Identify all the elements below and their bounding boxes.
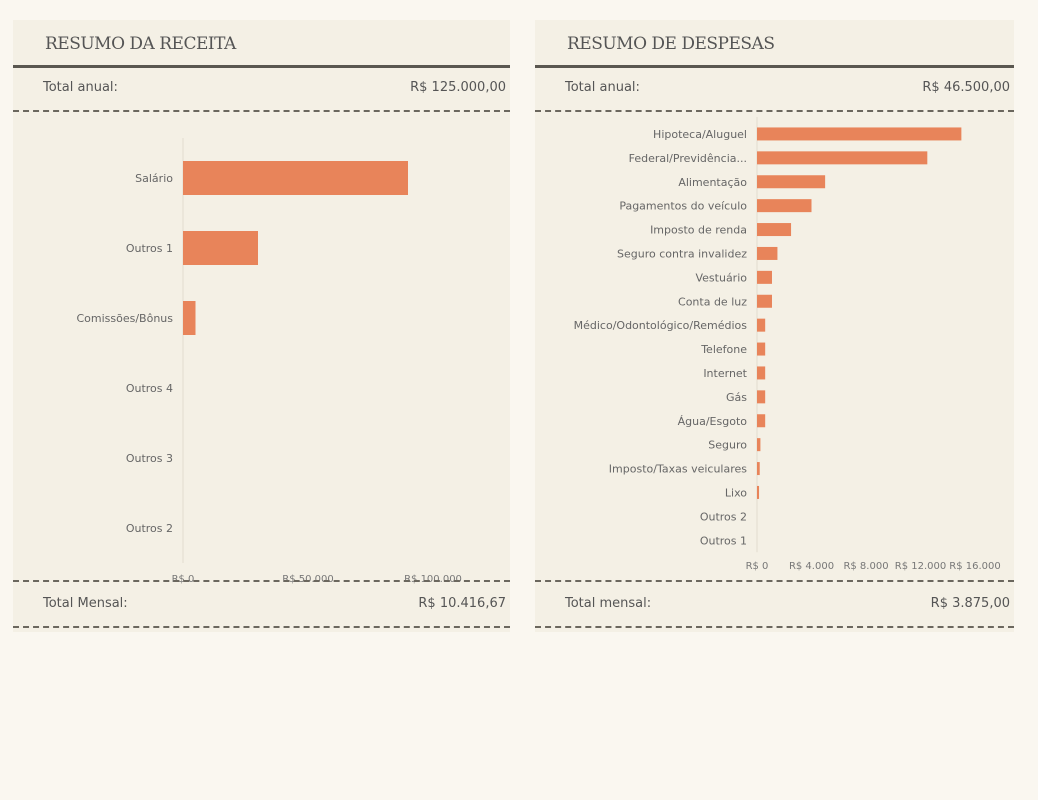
category-label: Água/Esgoto xyxy=(678,415,748,428)
category-label: Vestuário xyxy=(695,271,747,284)
bar xyxy=(757,438,761,452)
category-label: Outros 4 xyxy=(126,382,173,395)
divider xyxy=(535,65,1014,68)
divider xyxy=(535,110,1014,112)
divider xyxy=(13,110,510,112)
expense-title: RESUMO DE DESPESAS xyxy=(567,34,775,54)
category-label: Imposto de renda xyxy=(650,224,747,237)
divider xyxy=(13,65,510,68)
expense-annual-row: Total anual: R$ 46.500,00 xyxy=(565,80,1010,95)
annual-label: Total anual: xyxy=(43,80,118,95)
category-label: Outros 1 xyxy=(700,534,747,547)
tick-label: R$ 4.000 xyxy=(789,561,834,572)
bar xyxy=(757,175,826,189)
bar xyxy=(757,151,928,165)
category-label: Outros 2 xyxy=(700,510,747,523)
monthly-value: R$ 3.875,00 xyxy=(930,596,1010,611)
tick-label: R$ 0 xyxy=(172,574,195,585)
monthly-label: Total Mensal: xyxy=(43,596,128,611)
category-label: Médico/Odontológico/Remédios xyxy=(574,319,748,332)
bar xyxy=(757,414,766,428)
category-label: Comissões/Bônus xyxy=(76,312,173,325)
category-label: Outros 2 xyxy=(126,522,173,535)
bar xyxy=(757,366,766,380)
bar xyxy=(757,294,772,308)
bar xyxy=(757,127,962,141)
category-label: Outros 1 xyxy=(126,242,173,255)
category-label: Telefone xyxy=(700,343,747,356)
tick-label: R$ 16.000 xyxy=(949,561,1000,572)
bar xyxy=(757,462,760,476)
tick-label: R$ 12.000 xyxy=(895,561,946,572)
bar xyxy=(757,270,772,284)
bar xyxy=(183,301,196,335)
category-label: Seguro xyxy=(708,439,747,452)
tick-label: R$ 0 xyxy=(746,561,769,572)
category-label: Seguro contra invalidez xyxy=(617,247,747,260)
income-summary-panel: RESUMO DA RECEITA Total anual: R$ 125.00… xyxy=(13,20,510,632)
category-label: Hipoteca/Aluguel xyxy=(653,128,747,141)
bar xyxy=(757,246,778,260)
income-chart: Salário Outros 1 Comissões/Bônus Outros 4 Ou… xyxy=(76,138,462,585)
bar xyxy=(183,231,258,265)
category-label: Gás xyxy=(726,391,747,404)
category-label: Pagamentos do veículo xyxy=(619,200,747,213)
category-label: Conta de luz xyxy=(678,295,747,308)
bar xyxy=(757,390,766,404)
category-label: Lixo xyxy=(725,486,747,499)
income-monthly-row: Total Mensal: R$ 10.416,67 xyxy=(43,596,506,611)
category-label: Imposto/Taxas veiculares xyxy=(609,463,747,476)
annual-value: R$ 125.000,00 xyxy=(410,80,506,95)
monthly-label: Total mensal: xyxy=(565,596,652,611)
divider xyxy=(13,580,510,582)
bar xyxy=(757,485,760,499)
income-title: RESUMO DA RECEITA xyxy=(45,34,236,54)
expense-summary-panel: RESUMO DE DESPESAS Total anual: R$ 46.50… xyxy=(535,20,1014,632)
bar xyxy=(757,223,792,237)
bar xyxy=(757,342,766,356)
monthly-value: R$ 10.416,67 xyxy=(418,596,506,611)
income-annual-row: Total anual: R$ 125.000,00 xyxy=(43,80,506,95)
category-label: Outros 3 xyxy=(126,452,173,465)
divider xyxy=(535,580,1014,582)
bar xyxy=(183,161,408,195)
expense-chart: Hipoteca/Aluguel Federal/Previdência... Al… xyxy=(574,117,1001,572)
bar xyxy=(757,199,812,213)
category-label: Federal/Previdência... xyxy=(629,152,747,165)
bar xyxy=(757,318,766,332)
divider xyxy=(13,626,510,628)
tick-label: R$ 8.000 xyxy=(843,561,888,572)
tick-label: R$ 100.000 xyxy=(404,574,462,585)
divider xyxy=(535,626,1014,628)
annual-value: R$ 46.500,00 xyxy=(922,80,1010,95)
category-label: Alimentação xyxy=(678,176,747,189)
tick-label: R$ 50.000 xyxy=(282,574,333,585)
category-label: Salário xyxy=(135,172,173,185)
annual-label: Total anual: xyxy=(565,80,640,95)
expense-monthly-row: Total mensal: R$ 3.875,00 xyxy=(565,596,1010,611)
category-label: Internet xyxy=(703,367,747,380)
